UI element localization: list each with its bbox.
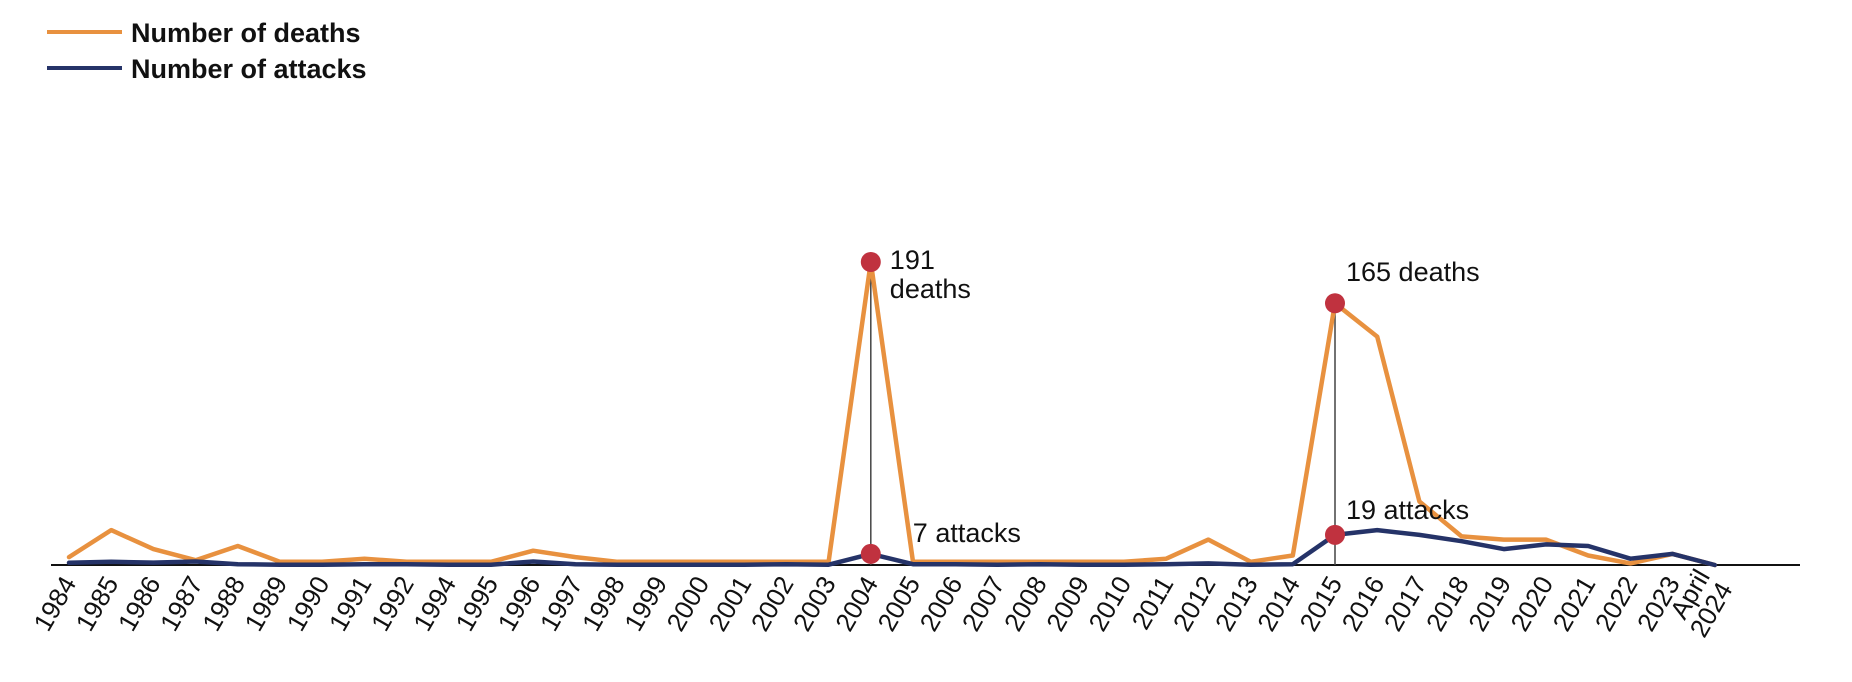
x-tick-label: 2017: [1378, 571, 1433, 636]
x-tick-label: 2020: [1504, 571, 1559, 636]
annotation-label-line: 191: [890, 245, 935, 275]
x-tick-label: 2016: [1335, 571, 1390, 636]
series-line-deaths: [66, 259, 1718, 568]
series-line-attacks: [66, 527, 1718, 568]
x-tick-label: 1985: [69, 571, 124, 636]
legend: Number of deaths Number of attacks: [47, 18, 367, 84]
annotation-label-line: 165 deaths: [1346, 257, 1480, 287]
x-tick-label: 2019: [1462, 571, 1517, 636]
annotation-label: 191 deaths: [890, 245, 971, 304]
series-lines: [66, 259, 1718, 568]
annotation-marker: [860, 252, 881, 272]
annotation-label-line: 7 attacks: [913, 518, 1021, 548]
x-tick-label: 2013: [1209, 571, 1264, 636]
x-tick-label: 1997: [534, 571, 589, 636]
x-tick-label: 2006: [913, 571, 968, 636]
x-tick-label: 2010: [1082, 571, 1137, 636]
x-tick-label: 1998: [576, 571, 631, 636]
annotation-marker: [1325, 524, 1345, 545]
x-tick-label: April2024: [1661, 564, 1738, 642]
annotation-marker: [1325, 293, 1345, 314]
x-tick-label: 1988: [196, 571, 251, 636]
annotation-label: 7 attacks: [913, 518, 1021, 548]
annotation-marker: [860, 543, 881, 564]
x-tick-label: 1995: [449, 571, 504, 636]
x-tick-label: 2015: [1293, 571, 1348, 636]
x-tick-label: 2003: [787, 571, 842, 636]
annotation-label-line: 19 attacks: [1346, 495, 1469, 525]
x-tick-label: 1986: [112, 571, 167, 636]
x-tick-label: 2009: [1040, 571, 1095, 636]
x-axis-ticks: 1984198519861987198819891990199119921994…: [27, 564, 1738, 642]
annotation-labels: 191 deaths 7 attacks 165 deaths 19 attacks: [890, 245, 1480, 548]
x-tick-label: 1994: [407, 571, 462, 636]
legend-label-attacks: Number of attacks: [131, 54, 367, 84]
annotation-label-line: deaths: [890, 274, 971, 304]
x-tick-label: 2002: [745, 571, 800, 636]
x-tick-label: 1989: [238, 571, 293, 636]
x-tick-label: 2000: [660, 571, 715, 636]
x-tick-label: 1990: [280, 571, 335, 636]
annotation-label: 165 deaths: [1346, 257, 1480, 287]
x-tick-label: 2001: [702, 571, 757, 636]
x-tick-label: 2008: [998, 571, 1053, 636]
x-tick-label: 2004: [829, 571, 884, 636]
x-tick-label: 2022: [1589, 571, 1644, 636]
x-tick-label: 1984: [27, 571, 82, 636]
x-tick-label: 2021: [1546, 571, 1601, 636]
x-tick-label: 1991: [323, 571, 378, 636]
legend-label-deaths: Number of deaths: [131, 18, 361, 48]
x-tick-label: 1999: [618, 571, 673, 636]
x-tick-label: 2011: [1125, 571, 1179, 634]
x-tick-label: 2014: [1251, 571, 1306, 636]
annotation-label: 19 attacks: [1346, 495, 1469, 525]
x-tick-label: 2012: [1167, 571, 1222, 636]
annotation-markers: [860, 252, 1345, 564]
annotation-guides: [870, 262, 1336, 565]
x-tick-label: 1992: [365, 571, 420, 636]
x-tick-label: 2018: [1420, 571, 1475, 636]
x-tick-label: 1996: [491, 571, 546, 636]
x-tick-label: 1987: [154, 571, 209, 636]
x-tick-label: 2007: [956, 571, 1011, 636]
x-tick-label: 2005: [871, 571, 926, 636]
